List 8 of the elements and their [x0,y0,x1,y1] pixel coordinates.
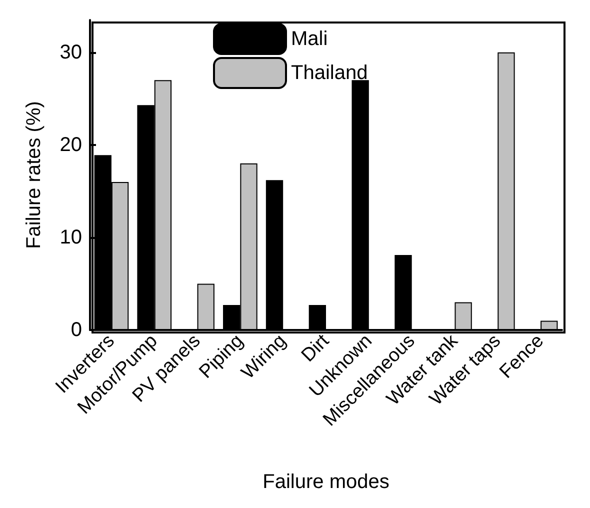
y-tick-label: 20 [60,134,82,156]
y-tick-label: 10 [60,226,82,248]
x-axis-title: Failure modes [262,471,390,493]
y-axis-title: Failure rates (%) [23,101,45,249]
legend-label: Mali [291,28,328,50]
y-tick-label: 0 [70,319,82,341]
legend-label: Thailand [291,62,368,84]
y-tick-label: 30 [60,41,82,64]
